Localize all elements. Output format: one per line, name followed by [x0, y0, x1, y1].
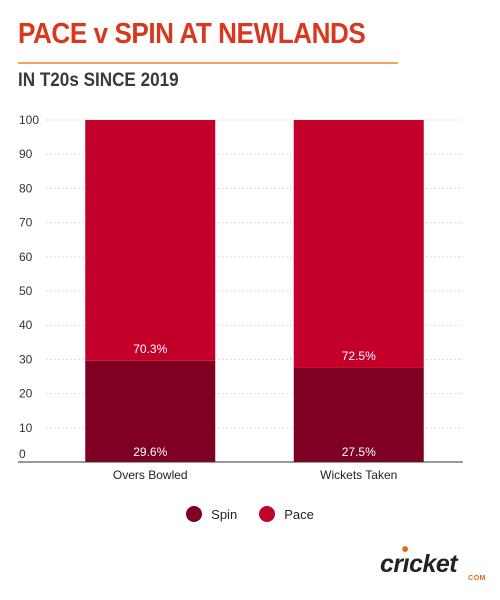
y-tick-label: 50 — [19, 284, 33, 298]
logo-wordmark: crı • cket — [380, 539, 458, 578]
legend-item-pace: Pace — [259, 506, 314, 522]
y-tick-label: 70 — [19, 216, 33, 230]
bar-segment-spin — [85, 360, 216, 462]
y-tick-label: 30 — [19, 352, 33, 366]
x-category-label: Overs Bowled — [113, 468, 188, 482]
legend-swatch-pace — [259, 506, 276, 522]
logo-subtext: COM — [468, 575, 486, 582]
chart-legend: Spin Pace — [0, 506, 500, 522]
bar-segment-spin — [293, 367, 424, 462]
y-tick-label: 0 — [19, 447, 26, 461]
y-tick-label: 80 — [19, 181, 33, 195]
y-tick-label: 90 — [19, 147, 33, 161]
legend-label-pace: Pace — [284, 506, 314, 522]
legend-swatch-spin — [186, 506, 203, 522]
data-label: 29.6% — [133, 445, 167, 459]
data-label: 72.5% — [342, 349, 376, 363]
logo-orange-dot: • — [401, 539, 409, 561]
legend-item-spin: Spin — [186, 506, 237, 522]
data-label: 70.3% — [133, 342, 167, 356]
data-label: 27.5% — [342, 445, 376, 459]
y-tick-label: 20 — [19, 387, 33, 401]
chart-title: PACE v SPIN AT NEWLANDS — [18, 18, 366, 50]
y-tick-label: 10 — [19, 421, 33, 435]
y-tick-label: 60 — [19, 250, 33, 264]
bar-segment-pace — [293, 120, 424, 368]
title-divider — [18, 62, 398, 64]
cricket-com-logo: crı • cket COM — [380, 539, 490, 586]
y-tick-label: 100 — [19, 113, 39, 127]
y-tick-label: 40 — [19, 318, 33, 332]
chart-subtitle: IN T20s SINCE 2019 — [18, 70, 179, 91]
x-category-label: Wickets Taken — [320, 468, 397, 482]
legend-label-spin: Spin — [211, 506, 238, 522]
bar-segment-pace — [85, 120, 216, 361]
